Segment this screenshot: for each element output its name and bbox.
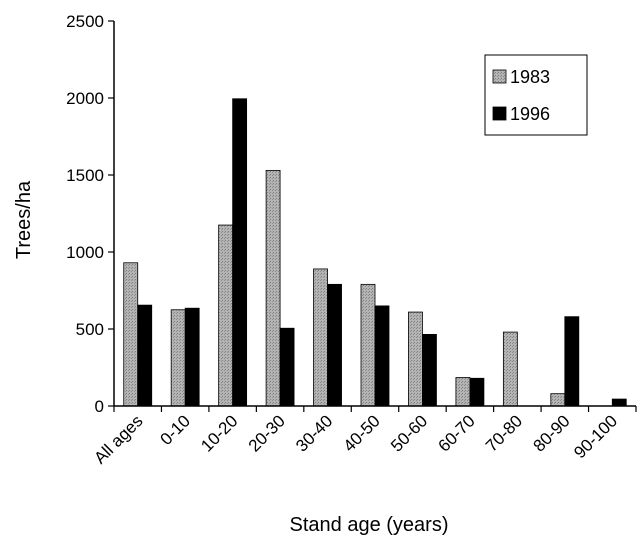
x-tick-label: All ages: [90, 411, 146, 467]
bar-1996-50-60: [422, 333, 437, 407]
legend: 1983 1996: [484, 54, 588, 136]
y-axis-title: Trees/ha: [13, 180, 35, 259]
y-tick-label: 500: [76, 320, 104, 339]
x-tick-label: 70-80: [482, 411, 526, 455]
x-tick-label: 0-10: [157, 411, 194, 448]
bar-1996-40-50: [374, 305, 390, 407]
bar-1996-80-90: [564, 316, 580, 407]
bar-1996-all-ages: [137, 304, 153, 407]
bar-1983-70-80: [502, 331, 518, 407]
y-tick-label: 2500: [66, 12, 104, 31]
bar-1983-80-90: [550, 393, 566, 407]
x-tick-label: 60-70: [435, 411, 479, 455]
bar-1983-0-10: [170, 309, 186, 407]
y-tick-label: 1000: [66, 243, 104, 262]
bar-1996-90-100: [611, 398, 627, 407]
bar-1983-20-30: [265, 169, 281, 407]
x-tick-label: 50-60: [387, 411, 431, 455]
legend-label-1983: 1983: [510, 67, 550, 87]
legend-swatch-1996: [492, 106, 507, 121]
y-tick-label: 2000: [66, 89, 104, 108]
bar-1996-30-40: [327, 283, 342, 407]
bar-1983-30-40: [313, 268, 328, 407]
bar-1996-60-70: [469, 377, 485, 407]
bar-1996-20-30: [279, 327, 295, 407]
x-axis-title: Stand age (years): [290, 514, 449, 536]
x-tick-label: 40-50: [340, 411, 384, 455]
x-tick-label: 90-100: [570, 411, 621, 462]
bar-1983-all-ages: [123, 262, 139, 407]
bar-1983-60-70: [455, 377, 471, 407]
bar-1983-50-60: [408, 311, 423, 407]
x-axis-ticks: All ages 0-10 10-20 20-30 30-40 40-50 50-60 60-…: [90, 406, 637, 468]
x-tick-label: 80-90: [529, 411, 573, 455]
x-tick-label: 30-40: [292, 411, 336, 455]
legend-label-1996: 1996: [510, 104, 550, 124]
legend-swatch-1983: [492, 69, 507, 84]
bar-1996-0-10: [184, 307, 200, 407]
x-tick-label: 20-30: [245, 411, 289, 455]
bars: [123, 98, 627, 407]
bar-1983-40-50: [360, 283, 376, 407]
bar-1983-10-20: [218, 224, 234, 407]
y-tick-label: 0: [95, 397, 104, 416]
y-tick-label: 1500: [66, 166, 104, 185]
bar-1996-10-20: [232, 98, 248, 407]
legend-box: [484, 54, 588, 136]
y-axis-ticks: 0 500 1000 1500 2000 2500: [66, 12, 114, 416]
x-tick-label: 10-20: [197, 411, 241, 455]
